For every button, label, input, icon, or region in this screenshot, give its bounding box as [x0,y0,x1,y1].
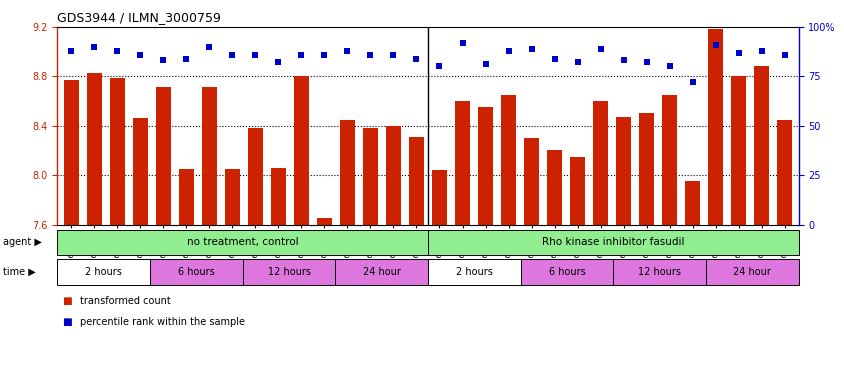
Bar [478,107,492,225]
Bar [662,95,676,225]
Point [363,51,376,58]
Bar [546,151,561,225]
Bar [428,230,798,255]
Point [479,61,492,68]
Point [248,51,262,58]
Bar [335,259,428,285]
Point [685,79,699,85]
Text: 6 hours: 6 hours [548,267,585,277]
Bar [613,259,705,285]
Point [156,58,170,64]
Point [639,60,652,66]
Bar [63,80,78,225]
Text: 12 hours: 12 hours [268,267,311,277]
Point [317,51,331,58]
Bar [339,119,354,225]
Point [203,44,216,50]
Bar [202,88,217,225]
Text: 2 hours: 2 hours [455,267,492,277]
Point [777,51,791,58]
Bar [730,76,745,225]
Point [340,48,354,54]
Point [708,41,722,48]
Point [754,48,767,54]
Point [180,55,193,61]
Bar [705,259,798,285]
Text: GDS3944 / ILMN_3000759: GDS3944 / ILMN_3000759 [57,11,221,24]
Bar [294,76,309,225]
Bar [271,168,285,225]
Point [524,46,538,52]
Bar [592,101,608,225]
Point [571,60,584,66]
Point [593,46,607,52]
Bar [57,259,150,285]
Bar [110,78,125,225]
Text: agent ▶: agent ▶ [3,237,41,247]
Bar [57,230,428,255]
Bar [179,169,193,225]
Bar [638,113,653,225]
Bar [776,119,792,225]
Bar [363,128,377,225]
Point [501,48,515,54]
Point [133,51,147,58]
Bar [133,118,148,225]
Bar [316,218,332,225]
Bar [150,259,242,285]
Bar [431,170,446,225]
Text: 2 hours: 2 hours [85,267,122,277]
Point [455,40,468,46]
Point [547,55,560,61]
Point [731,50,744,56]
Text: 24 hour: 24 hour [362,267,400,277]
Point [662,63,675,70]
Bar [500,95,516,225]
Text: percentile rank within the sample: percentile rank within the sample [80,317,245,327]
Bar [523,138,538,225]
Bar [408,137,424,225]
Bar [455,101,469,225]
Text: time ▶: time ▶ [3,267,35,277]
Bar [570,157,584,225]
Point [111,48,124,54]
Point [88,44,101,50]
Bar [247,128,262,225]
Text: transformed count: transformed count [80,296,170,306]
Bar [87,73,101,225]
Text: 24 hour: 24 hour [733,267,771,277]
Bar [684,181,700,225]
Bar [225,169,240,225]
Point [387,51,400,58]
Text: 12 hours: 12 hours [637,267,680,277]
Bar [386,126,400,225]
Text: ■: ■ [62,296,72,306]
Point [271,60,284,66]
Point [225,51,239,58]
Point [432,63,446,70]
Point [409,55,423,61]
Bar [520,259,613,285]
Bar [754,66,768,225]
Bar [707,29,722,225]
Point [64,48,78,54]
Point [616,58,630,64]
Bar [155,88,170,225]
Bar [242,259,335,285]
Text: Rho kinase inhibitor fasudil: Rho kinase inhibitor fasudil [541,237,684,247]
Bar [428,259,520,285]
Point [295,51,308,58]
Bar [615,117,630,225]
Text: no treatment, control: no treatment, control [187,237,298,247]
Text: ■: ■ [62,317,72,327]
Text: 6 hours: 6 hours [178,267,214,277]
